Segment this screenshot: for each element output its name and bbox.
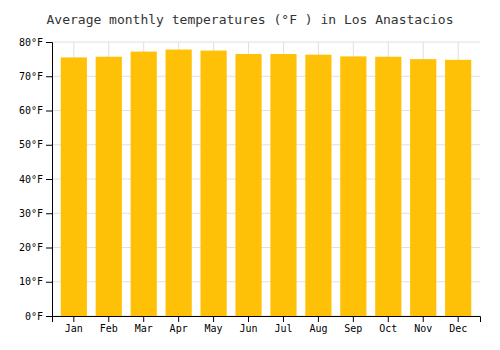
- x-tick-label: Dec: [449, 323, 467, 334]
- y-tick-label: 40°F: [19, 174, 43, 185]
- x-tick-mark: [458, 316, 459, 322]
- x-tick: Nov: [414, 316, 432, 334]
- x-tick: Oct: [379, 316, 397, 334]
- x-tick-mark: [353, 316, 354, 322]
- bar: [305, 55, 331, 316]
- x-tick-mark: [283, 316, 284, 322]
- y-tick-label: 60°F: [19, 105, 43, 116]
- bars: [61, 50, 472, 316]
- bar: [270, 54, 296, 316]
- x-axis: Jan Feb Mar Apr May Jun Jul Aug Sep Oct Nov Dec: [53, 316, 481, 334]
- bar: [131, 52, 157, 316]
- y-tick-mark: [46, 42, 52, 43]
- grid-line-y: [52, 42, 480, 43]
- y-tick: 80°F: [19, 37, 52, 48]
- y-tick-mark: [46, 76, 52, 77]
- x-tick: Feb: [100, 316, 118, 334]
- x-tick-label: Nov: [414, 323, 432, 334]
- bar: [96, 57, 122, 316]
- y-tick-mark: [46, 111, 52, 112]
- x-tick-label: Oct: [379, 323, 397, 334]
- y-tick-mark: [46, 316, 52, 317]
- x-tick-label: Jun: [239, 323, 257, 334]
- y-tick-label: 20°F: [19, 242, 43, 253]
- x-tick: Jan: [65, 316, 83, 334]
- y-tick: 0°F: [25, 311, 52, 322]
- x-tick-mark: [143, 316, 144, 322]
- y-tick-label: 50°F: [19, 139, 43, 150]
- y-tick: 50°F: [19, 139, 52, 150]
- y-tick-mark: [46, 248, 52, 249]
- y-axis-line: [46, 43, 53, 317]
- x-tick-label: Sep: [344, 323, 362, 334]
- y-tick-label: 30°F: [19, 208, 43, 219]
- y-tick: 10°F: [19, 276, 52, 287]
- x-axis-line: [53, 317, 481, 323]
- y-tick: 30°F: [19, 208, 52, 219]
- bar: [61, 57, 87, 316]
- x-tick: Aug: [309, 316, 327, 334]
- bar: [375, 57, 401, 316]
- grid: [52, 42, 480, 316]
- bar: [200, 51, 226, 316]
- bar: [166, 50, 192, 316]
- plot-area: 0°F 10°F 20°F 30°F 40°F 50°F 60°F 70°F 80°F Jan Fe…: [19, 37, 481, 334]
- x-tick-mark: [73, 316, 74, 322]
- x-tick-mark: [388, 316, 389, 322]
- x-tick-label: Apr: [170, 323, 188, 334]
- y-tick-mark: [46, 179, 52, 180]
- bar: [340, 56, 366, 316]
- x-tick: Jun: [239, 316, 257, 334]
- x-tick-mark: [423, 316, 424, 322]
- y-tick-mark: [46, 145, 52, 146]
- x-tick-mark: [213, 316, 214, 322]
- y-tick-mark: [46, 282, 52, 283]
- y-tick-label: 10°F: [19, 276, 43, 287]
- bar: [445, 60, 471, 316]
- y-tick-label: 0°F: [25, 311, 43, 322]
- x-tick-mark: [248, 316, 249, 322]
- y-tick: 60°F: [19, 105, 52, 116]
- chart-svg: 0°F 10°F 20°F 30°F 40°F 50°F 60°F 70°F 80°F Jan Fe…: [0, 0, 500, 350]
- x-tick-label: Aug: [309, 323, 327, 334]
- y-tick: 20°F: [19, 242, 52, 253]
- x-tick-mark: [178, 316, 179, 322]
- x-tick: Apr: [170, 316, 188, 334]
- x-tick-label: Mar: [135, 323, 153, 334]
- x-tick: Sep: [344, 316, 362, 334]
- bar: [235, 54, 261, 316]
- title: Average monthly temperatures (°F ) in Lo…: [47, 12, 454, 27]
- y-tick: 40°F: [19, 174, 52, 185]
- y-tick: 70°F: [19, 71, 52, 82]
- y-tick-label: 80°F: [19, 37, 43, 48]
- x-tick-label: Jan: [65, 323, 83, 334]
- x-tick-label: Feb: [100, 323, 118, 334]
- x-tick-label: Jul: [274, 323, 292, 334]
- x-tick-mark: [108, 316, 109, 322]
- chart-container: 0°F 10°F 20°F 30°F 40°F 50°F 60°F 70°F 80°F Jan Fe…: [0, 0, 500, 350]
- bar: [410, 59, 436, 316]
- y-tick-mark: [46, 213, 52, 214]
- x-tick-label: May: [205, 323, 223, 334]
- y-tick-label: 70°F: [19, 71, 43, 82]
- x-tick: May: [205, 316, 223, 334]
- y-axis: 0°F 10°F 20°F 30°F 40°F 50°F 60°F 70°F 80°F: [19, 37, 53, 322]
- x-tick: Dec: [449, 316, 467, 334]
- x-tick-mark: [318, 316, 319, 322]
- x-tick: Mar: [135, 316, 153, 334]
- x-tick: Jul: [274, 316, 292, 334]
